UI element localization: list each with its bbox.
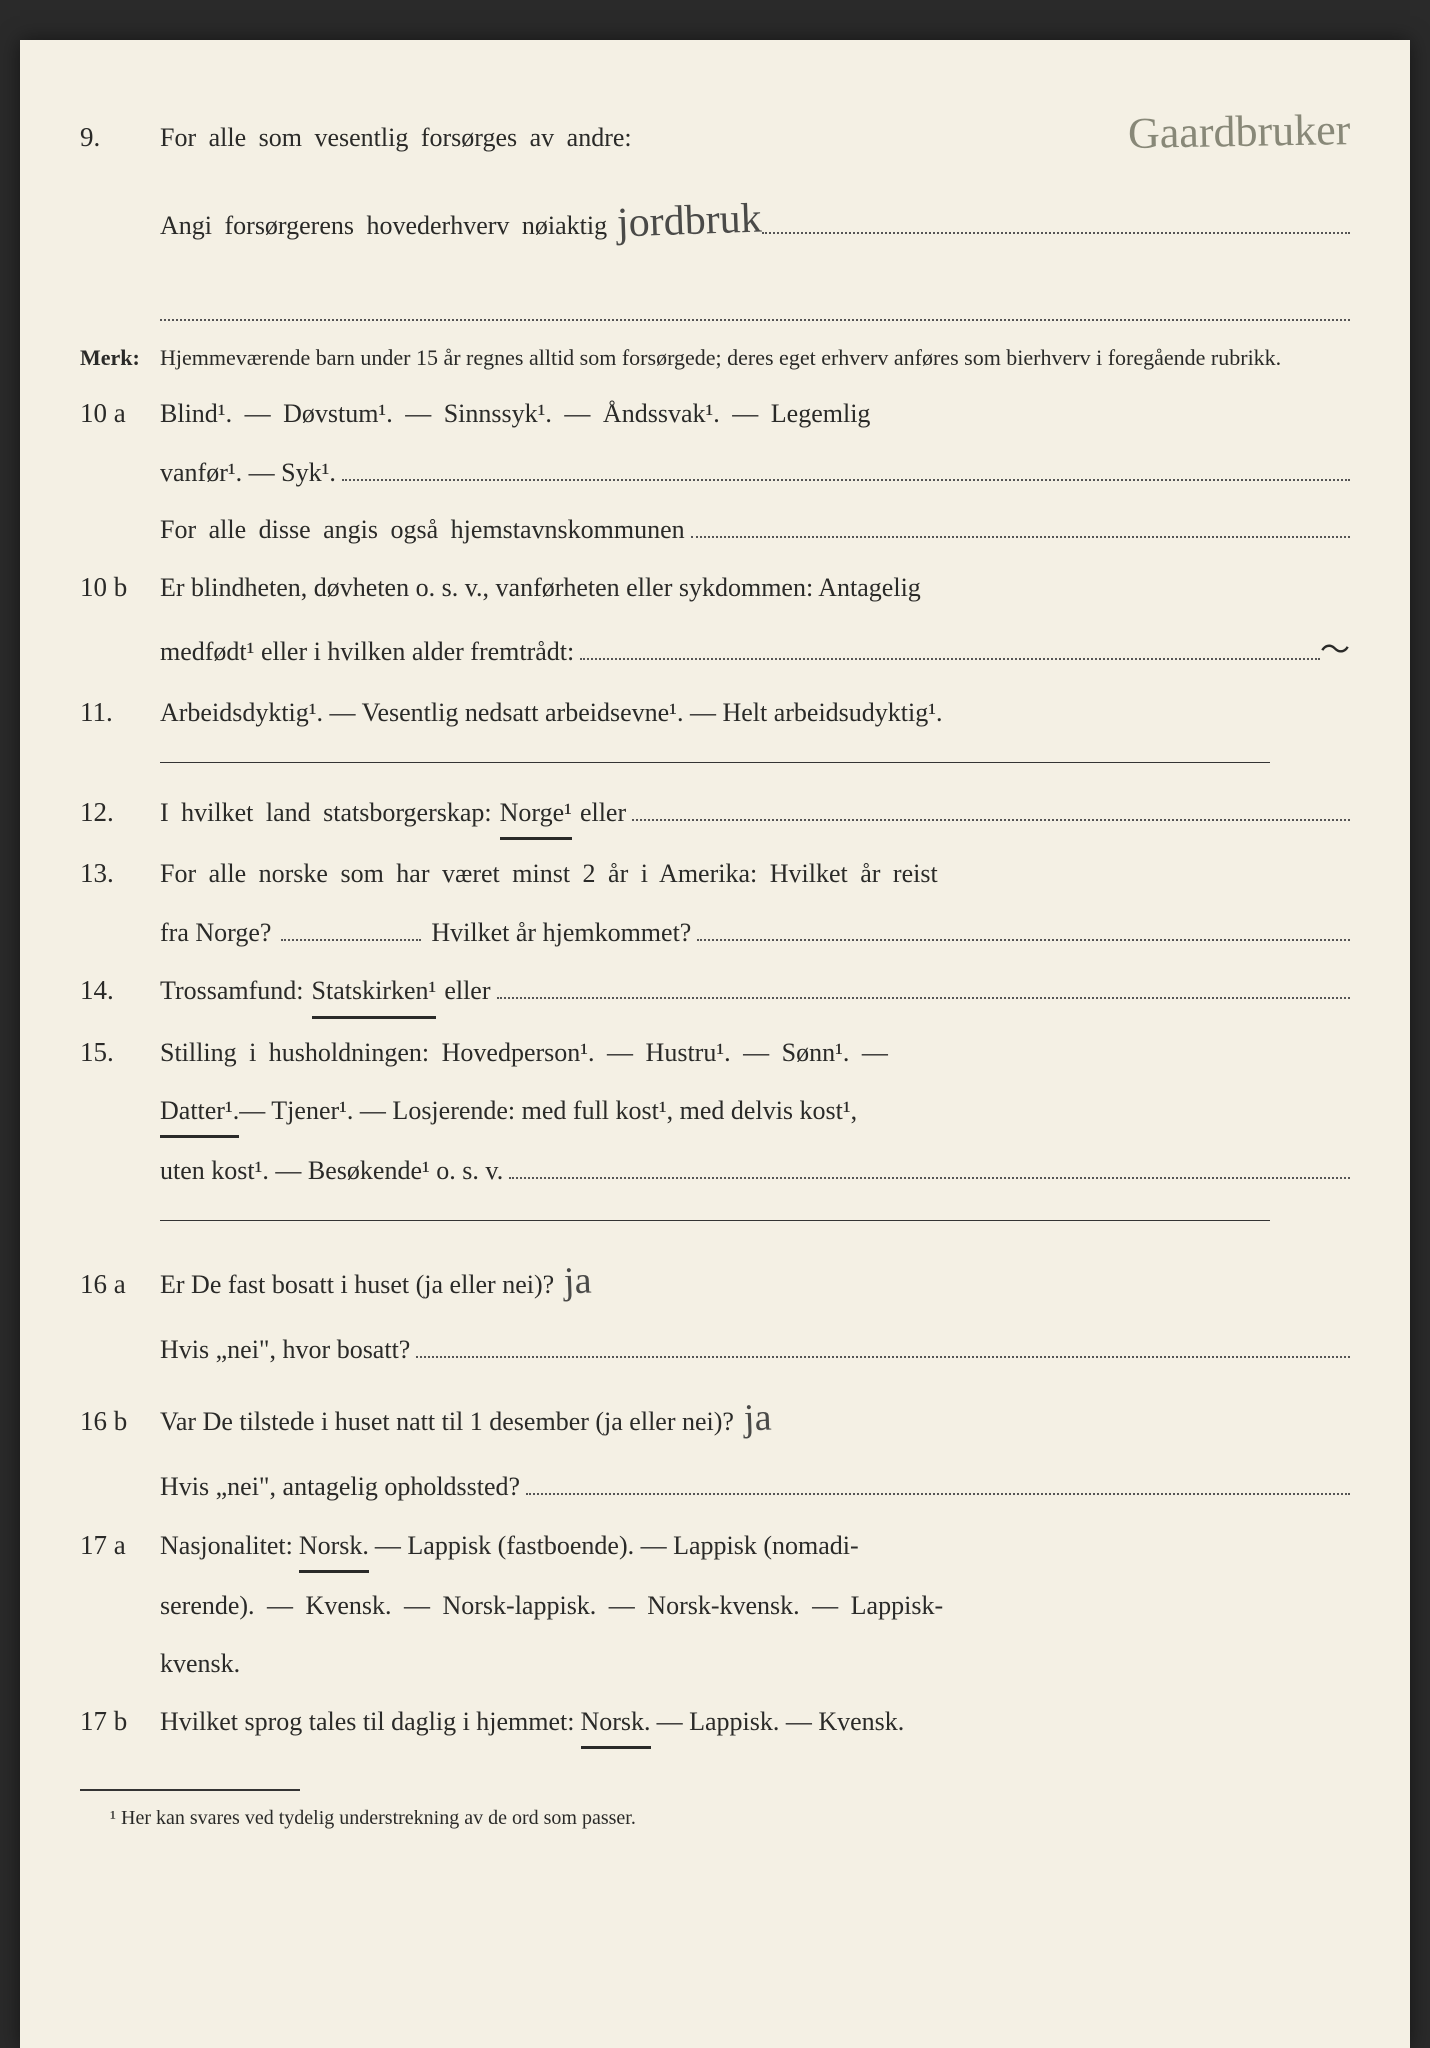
q17a-line1: 17 a Nasjonalitet: Norsk. — Lappisk (fas… [80,1520,1350,1573]
q15-line1: 15. Stilling i husholdningen: Hovedperso… [80,1027,1350,1078]
q17a-text1: Nasjonalitet: [160,1521,293,1570]
q16b-line1: 16 b Var De tilstede i huset natt til 1 … [80,1382,1350,1454]
q15-dotted [509,1153,1350,1179]
q10a-line3: For alle disse angis også hjemstavnskomm… [160,505,1350,554]
q10a-num: 10 a [80,388,160,439]
q10b-text1: Er blindheten, døvheten o. s. v., vanfør… [160,563,1350,612]
q17b-line: 17 b Hvilket sprog tales til daglig i hj… [80,1696,1350,1749]
q10b-text2: medfødt¹ eller i hvilken alder fremtrådt… [160,627,574,676]
q15-line2: Datter¹. — Tjener¹. — Losjerende: med fu… [160,1086,1350,1138]
q10a-dotted1 [342,455,1350,481]
q9-line2: Angi forsørgerens hovederhverv nøiaktig … [160,182,1350,262]
q13-line1: 13. For alle norske som har været minst … [80,848,1350,899]
q10a-dotted2 [691,512,1350,538]
q15-underlined: Datter¹. [160,1086,239,1138]
q9-text2: Angi forsørgerens hovederhverv nøiaktig [160,201,607,250]
divider-2 [160,1220,1270,1221]
q11-num: 11. [80,687,160,738]
q15-text1: Stilling i husholdningen: Hovedperson¹. … [160,1028,1350,1077]
census-form-page: 9. For alle som vesentlig forsørges av a… [20,40,1410,2048]
q10a-line2: vanfør¹. — Syk¹. [160,448,1350,497]
q10b-tilde: 〜 [1320,622,1350,679]
q11-line: 11. Arbeidsdyktig¹. — Vesentlig nedsatt … [80,687,1350,738]
q14-dotted [497,973,1351,999]
q17b-after: — Lappisk. — Kvensk. [657,1697,905,1746]
q17a-underlined: Norsk. [299,1521,369,1573]
q14-text: Trossamfund: [160,966,304,1015]
q13-text1: For alle norske som har været minst 2 år… [160,849,1350,898]
q9-dotted [762,208,1350,234]
q17b-underlined: Norsk. [581,1697,651,1749]
merk-text: Hjemmeværende barn under 15 år regnes al… [160,341,1281,374]
q16b-dotted [526,1469,1350,1495]
q10a-text2: vanfør¹. — Syk¹. [160,448,336,497]
q12-dotted [632,795,1350,821]
q10a-text1: Blind¹. — Døvstum¹. — Sinnssyk¹. — Åndss… [160,389,1350,438]
divider-1 [160,762,1270,763]
q16a-line2: Hvis „nei", hvor bosatt? [160,1325,1350,1374]
q15-num: 15. [80,1027,160,1078]
q12-text: I hvilket land statsborgerskap: [160,788,492,837]
q16b-line2: Hvis „nei", antagelig opholdssted? [160,1462,1350,1511]
q10a-text3: For alle disse angis også hjemstavnskomm… [160,505,685,554]
q10b-dotted [580,634,1320,660]
q11-text: Arbeidsdyktig¹. — Vesentlig nedsatt arbe… [160,688,1350,737]
q17a-num: 17 a [80,1520,160,1571]
q16a-text1: Er De fast bosatt i huset (ja eller nei)… [160,1260,554,1309]
q15-text3: uten kost¹. — Besøkende¹ o. s. v. [160,1146,503,1195]
q16b-num: 16 b [80,1396,160,1447]
q13-text2a: fra Norge? [160,908,271,957]
q12-line: 12. I hvilket land statsborgerskap: Norg… [80,787,1350,840]
q12-underlined: Norge¹ [500,788,572,840]
q17b-num: 17 b [80,1696,160,1747]
q16b-text1: Var De tilstede i huset natt til 1 desem… [160,1397,734,1446]
q12-after: eller [580,788,626,837]
q9-handwritten-2: jordbruk [616,179,763,264]
q16a-line1: 16 a Er De fast bosatt i huset (ja eller… [80,1245,1350,1317]
q17a-text4: kvensk. [160,1639,240,1688]
q9-num: 9. [80,112,160,163]
q15-line3: uten kost¹. — Besøkende¹ o. s. v. [160,1146,1350,1195]
q13-text2b: Hvilket år hjemkommet? [431,908,691,957]
q14-underlined: Statskirken¹ [312,966,437,1018]
q17a-text3: serende). — Kvensk. — Norsk-lappisk. — N… [160,1581,943,1630]
q13-dotted2 [697,915,1350,941]
q16b-text2: Hvis „nei", antagelig opholdssted? [160,1462,520,1511]
q16a-num: 16 a [80,1259,160,1310]
q10b-line1: 10 b Er blindheten, døvheten o. s. v., v… [80,562,1350,613]
merk-label: Merk: [80,341,160,374]
footnote: ¹ Her kan svares ved tydelig understrekn… [110,1799,1350,1837]
q16b-hand: ja [743,1382,773,1455]
q10b-line2: medfødt¹ eller i hvilken alder fremtrådt… [160,622,1350,679]
q12-num: 12. [80,787,160,838]
q17a-text2: — Lappisk (fastboende). — Lappisk (nomad… [375,1521,859,1570]
q10a-line1: 10 a Blind¹. — Døvstum¹. — Sinnssyk¹. — … [80,388,1350,439]
q13-num: 13. [80,848,160,899]
q16a-text2: Hvis „nei", hvor bosatt? [160,1325,410,1374]
q9-dotted-line [160,269,1350,321]
q10b-num: 10 b [80,562,160,613]
q17a-line3: kvensk. [160,1639,1350,1688]
q9-line1: 9. For alle som vesentlig forsørges av a… [80,90,1350,174]
q16a-hand: ja [563,1244,593,1317]
footnote-rule [80,1789,300,1791]
q15-text2: — Tjener¹. — Losjerende: med full kost¹,… [239,1086,857,1135]
q13-dotted1 [281,915,421,941]
q17b-text: Hvilket sprog tales til daglig i hjemmet… [160,1697,575,1746]
q17a-line2: serende). — Kvensk. — Norsk-lappisk. — N… [160,1581,1350,1630]
q16a-dotted [416,1332,1350,1358]
q14-num: 14. [80,965,160,1016]
q14-after: eller [444,966,490,1015]
q9-text1: For alle som vesentlig forsørges av andr… [160,113,1108,162]
q9-handwritten-1: Gaardbruker [1127,88,1351,175]
q14-line: 14. Trossamfund: Statskirken¹ eller [80,965,1350,1018]
q13-line2: fra Norge? Hvilket år hjemkommet? [160,908,1350,957]
merk-row: Merk: Hjemmeværende barn under 15 år reg… [80,341,1350,374]
